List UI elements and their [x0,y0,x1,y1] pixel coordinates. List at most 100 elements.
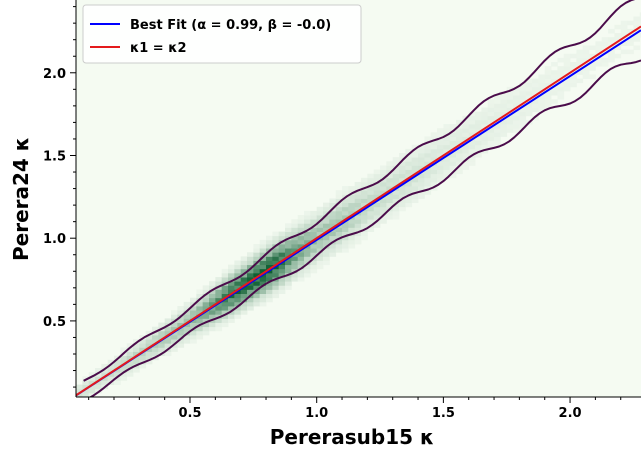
hist-cell-404 [304,210,311,216]
hist-cell-615 [399,190,406,195]
hist-cell-301 [266,272,273,278]
hist-cell-347 [285,264,292,270]
hist-cell-679 [424,136,432,142]
hist-cell-607 [392,169,400,175]
hist-cell-733 [456,169,463,175]
hist-cell-853 [519,115,527,121]
hist-cell-937 [576,57,584,63]
hist-cell-519 [354,202,362,208]
hist-cell-489 [342,206,349,212]
hist-cell-440 [323,239,330,245]
hist-cell-663 [418,153,425,158]
hist-cell-599 [392,202,400,208]
hist-cell-516 [354,215,362,220]
hist-cell-389 [304,272,311,278]
hist-cell-596 [392,215,400,220]
hist-cell-6 [82,380,90,385]
hist-cell-433 [316,210,324,216]
hist-cell-321 [272,252,280,257]
hist-cell-190 [215,289,223,295]
hist-cell-700 [437,153,444,158]
hist-cell-851 [519,124,527,129]
hist-cell-966 [608,53,615,59]
hist-cell-838 [506,90,514,96]
hist-cell-113 [171,310,178,315]
hist-cell-372 [291,219,299,224]
hist-cell-403 [304,215,311,220]
hist-cell-351 [285,248,292,253]
hist-cell-654 [418,190,425,195]
hist-cell-548 [367,194,375,199]
hist-cell-779 [475,124,482,129]
hist-cell-74 [145,347,153,352]
hist-cell-898 [544,70,552,75]
hist-cell-711 [443,157,451,162]
hist-cell-61 [133,343,140,348]
hist-cell-671 [424,169,432,175]
hist-cell-793 [481,107,489,113]
hist-cell-294 [259,239,267,245]
hist-cell-333 [278,264,286,270]
hist-cell-145 [196,334,204,340]
hist-cell-33 [114,376,121,381]
y-tick-label-1: 1.0 [43,232,66,247]
hist-cell-505 [348,202,356,208]
hist-cell-317 [272,268,280,274]
hist-cell-23 [101,372,109,377]
hist-cell-728 [449,140,457,146]
hist-cell-775 [475,140,482,146]
hist-cell-224 [234,306,242,311]
hist-cell-293 [259,243,267,249]
hist-cell-46 [120,347,128,352]
hist-cell-211 [228,306,235,311]
hist-cell-103 [164,318,172,323]
hist-cell-390 [304,268,311,274]
legend: Best Fit (α = 0.99, β = -0.0) κ1 = κ2 [82,4,362,64]
hist-cell-970 [608,37,615,42]
hist-cell-815 [494,103,501,108]
hist-cell-215 [228,289,235,295]
hist-cell-552 [367,177,375,183]
hist-cell-179 [209,285,216,290]
hist-cell-918 [563,82,571,88]
hist-cell-653 [418,194,425,199]
hist-cell-674 [424,157,432,162]
hist-cell-621 [399,165,406,170]
hist-cell-341 [278,231,286,237]
hist-cell-25 [101,363,109,369]
hist-cell-586 [386,198,394,204]
hist-cell-466 [335,239,343,245]
hist-cell-692 [430,136,438,142]
hist-cell-792 [481,111,489,117]
hist-cell-386 [297,223,305,228]
hist-cell-232 [234,272,242,278]
hist-cell-92 [158,330,166,336]
hist-cell-358 [291,277,299,282]
hist-cell-545 [367,206,375,212]
hist-cell-69 [139,339,147,344]
hist-cell-245 [240,272,248,278]
hist-cell-316 [272,272,280,278]
hist-cell-83 [152,339,159,344]
hist-cell-238 [240,301,248,307]
hist-cell-878 [532,86,539,92]
hist-cell-374 [297,272,305,278]
hist-cell-249 [240,256,248,261]
hist-cell-920 [563,74,571,79]
hist-cell-60 [133,347,140,352]
hist-cell-797 [487,132,495,137]
hist-cell-540 [367,227,375,232]
hist-cell-841 [513,124,520,129]
hist-cell-804 [487,103,495,108]
hist-cell-647 [411,165,419,170]
hist-cell-869 [525,86,533,92]
hist-cell-446 [323,215,330,220]
hist-cell-910 [557,86,565,92]
hist-cell-789 [481,124,489,129]
hist-cell-275 [253,256,261,261]
hist-cell-868 [525,90,533,96]
hist-cell-328 [278,285,286,290]
hist-cell-178 [209,289,216,295]
hist-cell-500 [348,223,356,228]
hist-cell-995 [633,20,641,26]
